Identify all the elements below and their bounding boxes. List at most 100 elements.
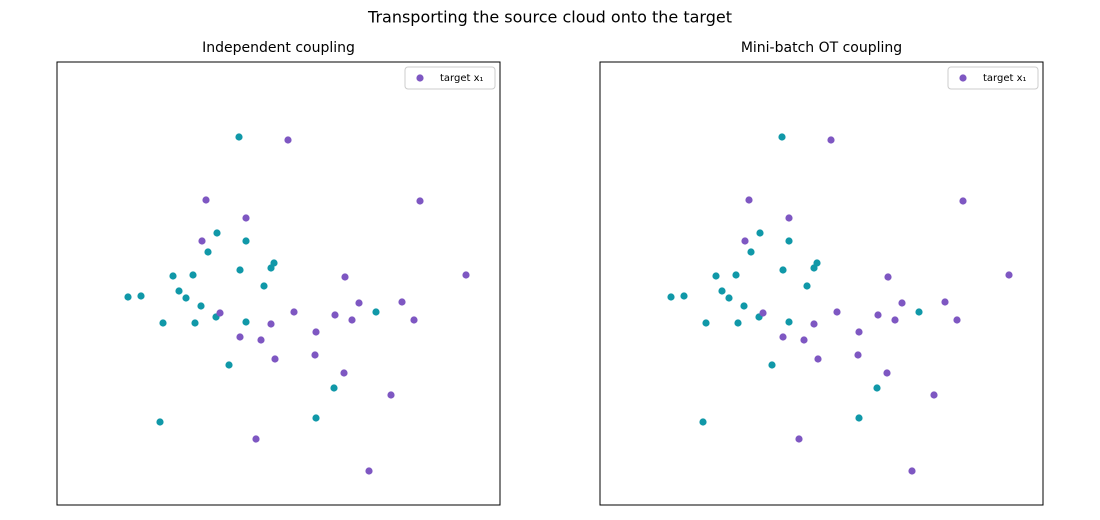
point (725, 294, 733, 302)
point (874, 311, 882, 319)
point (778, 133, 786, 141)
point (795, 435, 803, 443)
point (284, 136, 292, 144)
point (745, 196, 753, 204)
point (213, 229, 221, 237)
point (311, 351, 319, 359)
point (290, 308, 298, 316)
point (759, 309, 767, 317)
point (198, 237, 206, 245)
point (814, 355, 822, 363)
point (827, 136, 835, 144)
point (680, 292, 688, 300)
point (915, 308, 923, 316)
point (800, 336, 808, 344)
legend-box (947, 66, 1039, 90)
point (941, 298, 949, 306)
point (252, 435, 260, 443)
legend-marker (959, 74, 967, 82)
point (873, 384, 881, 392)
point (410, 316, 418, 324)
figure-title: Transporting the source cloud onto the t… (367, 8, 732, 27)
point (810, 320, 818, 328)
legend-label: target x₁ (983, 73, 1027, 84)
point (462, 271, 470, 279)
point (182, 294, 190, 302)
point (667, 293, 675, 301)
point (734, 319, 742, 327)
point (267, 264, 275, 272)
point (741, 237, 749, 245)
point (137, 292, 145, 300)
point (242, 318, 250, 326)
point (833, 308, 841, 316)
subplot-title: Independent coupling (202, 40, 355, 56)
point (785, 214, 793, 222)
point (235, 133, 243, 141)
point (169, 272, 177, 280)
point (348, 316, 356, 324)
point (810, 264, 818, 272)
point (785, 318, 793, 326)
point (156, 418, 164, 426)
point (699, 418, 707, 426)
point (312, 414, 320, 422)
point (855, 328, 863, 336)
point (803, 282, 811, 290)
point (242, 237, 250, 245)
point (257, 336, 265, 344)
axes-frame (599, 61, 1044, 506)
point (341, 273, 349, 281)
point (756, 229, 764, 237)
point (898, 299, 906, 307)
point (702, 319, 710, 327)
point (740, 302, 748, 310)
point (242, 214, 250, 222)
point (330, 384, 338, 392)
axes-frame (56, 61, 501, 506)
point (855, 414, 863, 422)
point (930, 391, 938, 399)
point (785, 237, 793, 245)
point (768, 361, 776, 369)
point (236, 266, 244, 274)
point (372, 308, 380, 316)
point (779, 266, 787, 274)
point (712, 272, 720, 280)
point (271, 355, 279, 363)
point (189, 271, 197, 279)
point (191, 319, 199, 327)
point (225, 361, 233, 369)
point (891, 316, 899, 324)
subplot-title: Mini-batch OT coupling (741, 40, 902, 56)
point (416, 197, 424, 205)
point (202, 196, 210, 204)
point (355, 299, 363, 307)
point (267, 320, 275, 328)
point (953, 316, 961, 324)
point (732, 271, 740, 279)
point (884, 273, 892, 281)
legend-label: target x₁ (440, 73, 484, 84)
point (312, 328, 320, 336)
point (718, 287, 726, 295)
point (197, 302, 205, 310)
point (331, 311, 339, 319)
point (1005, 271, 1013, 279)
point (365, 467, 373, 475)
point (959, 197, 967, 205)
legend-box (404, 66, 496, 90)
point (387, 391, 395, 399)
point (747, 248, 755, 256)
legend-marker (416, 74, 424, 82)
point (204, 248, 212, 256)
point (398, 298, 406, 306)
point (216, 309, 224, 317)
point (854, 351, 862, 359)
point (908, 467, 916, 475)
point (340, 369, 348, 377)
point (883, 369, 891, 377)
point (124, 293, 132, 301)
